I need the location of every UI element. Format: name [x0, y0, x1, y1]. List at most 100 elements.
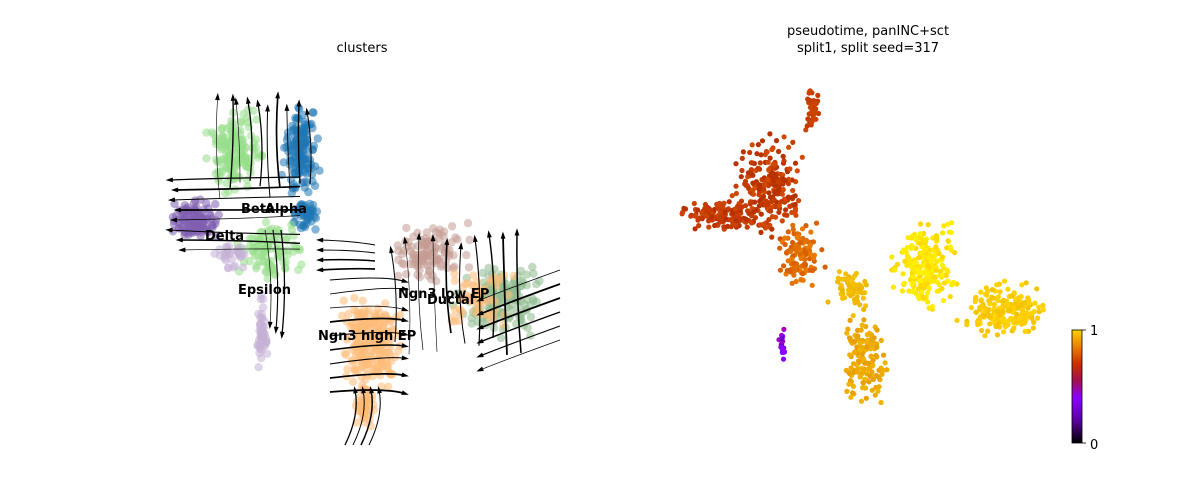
pseudotime-point	[847, 317, 853, 323]
streamline-arrow	[230, 93, 236, 101]
cell-point	[462, 250, 471, 260]
pseudotime-point	[780, 153, 786, 159]
pseudotime-point	[851, 349, 858, 355]
streamline-arrow	[444, 237, 450, 246]
cell-point	[364, 359, 373, 369]
pseudotime-point	[1025, 297, 1032, 303]
pseudotime-point	[949, 282, 955, 288]
pseudotime-point	[781, 134, 787, 140]
pseudotime-point	[803, 223, 809, 229]
streamline	[390, 249, 397, 342]
pseudotime-point	[822, 264, 828, 270]
pseudotime-point	[732, 222, 739, 228]
pseudotime-point	[783, 207, 789, 213]
cell-point	[341, 350, 351, 360]
cluster-label-delta: Delta	[205, 229, 244, 244]
pseudotime-point	[771, 197, 777, 203]
pseudotime-point	[776, 148, 782, 155]
pseudotime-point	[855, 333, 861, 339]
pseudotime-point	[752, 199, 758, 205]
pseudotime-point	[907, 260, 913, 266]
cell-point	[309, 108, 318, 117]
streamline-arrow	[476, 366, 484, 372]
pseudotime-point	[934, 236, 940, 242]
pseudotime-point	[933, 244, 939, 250]
pseudotime-point	[925, 222, 931, 228]
pseudotime-point	[1021, 320, 1028, 326]
cell-point	[230, 185, 240, 194]
pseudotime-point	[1036, 309, 1042, 315]
cell-point	[311, 225, 320, 234]
pseudotime-point	[709, 214, 715, 220]
cell-point	[344, 309, 353, 319]
pseudotime-point	[889, 254, 895, 260]
pseudotime-point	[739, 167, 745, 174]
cell-point	[226, 142, 235, 151]
pseudotime-point	[754, 151, 760, 157]
pseudotime-point	[918, 240, 924, 246]
cell-point	[437, 244, 446, 254]
streamline-arrow	[458, 242, 464, 250]
cell-point	[202, 154, 211, 163]
pseudotime-point	[878, 365, 884, 371]
streamline	[171, 195, 301, 201]
pseudotime-point	[846, 381, 852, 387]
pseudotime-point	[978, 304, 984, 310]
cell-point	[361, 375, 370, 384]
cell-point	[429, 247, 439, 256]
pseudotime-point	[1032, 300, 1038, 306]
streamline-arrow	[401, 306, 409, 312]
pseudotime-point	[902, 258, 908, 264]
pseudotime-point	[751, 209, 757, 215]
cell-point	[528, 294, 538, 304]
streamline-arrow	[267, 321, 273, 329]
streamline-arrow	[170, 187, 179, 193]
pseudotime-point	[778, 198, 785, 205]
pseudotime-point	[1034, 286, 1040, 292]
pseudotime-point	[790, 222, 796, 228]
cell-point	[409, 232, 418, 241]
pseudotime-point	[1005, 308, 1012, 314]
pseudotime-point	[875, 388, 881, 394]
streamline	[173, 215, 301, 221]
pseudotime-point	[703, 207, 709, 213]
pseudotime-point	[779, 335, 785, 342]
pseudotime-point	[798, 240, 804, 246]
pseudotime-point	[696, 223, 702, 229]
pseudotime-point	[730, 210, 736, 216]
pseudotime-point	[918, 277, 925, 284]
pseudotime-point	[925, 262, 931, 268]
pseudotime-point	[848, 292, 854, 299]
pseudotime-point	[848, 338, 854, 344]
cell-point	[295, 143, 304, 152]
pseudotime-point	[784, 267, 790, 274]
pseudotime-point	[1002, 303, 1008, 309]
pseudotime-point	[975, 317, 981, 323]
cell-point	[305, 199, 314, 209]
pseudotime-point	[789, 239, 796, 246]
pseudotime-point	[729, 193, 735, 199]
pseudotime-point	[954, 317, 960, 323]
streamline	[329, 317, 406, 323]
pseudotime-point	[843, 271, 849, 277]
pseudotime-point	[809, 267, 816, 274]
pseudotime-point	[900, 271, 906, 277]
pseudotime-point	[871, 335, 877, 341]
pseudotime-point	[978, 297, 984, 303]
streamline-arrow	[178, 247, 186, 253]
streamline	[445, 241, 452, 334]
cell-point	[308, 177, 317, 186]
pseudotime-point	[787, 166, 793, 172]
pseudotime-point	[780, 187, 786, 193]
pseudotime-point	[851, 369, 857, 375]
cell-point	[224, 242, 234, 251]
pseudotime-point	[939, 286, 945, 292]
colorbar: 1 0	[1071, 324, 1098, 453]
cell-point	[241, 162, 251, 171]
streamline	[360, 389, 373, 446]
cell-point	[261, 217, 271, 227]
pseudotime-point	[792, 160, 799, 166]
pseudotime-point	[859, 370, 866, 376]
pseudotime-point	[941, 223, 947, 229]
